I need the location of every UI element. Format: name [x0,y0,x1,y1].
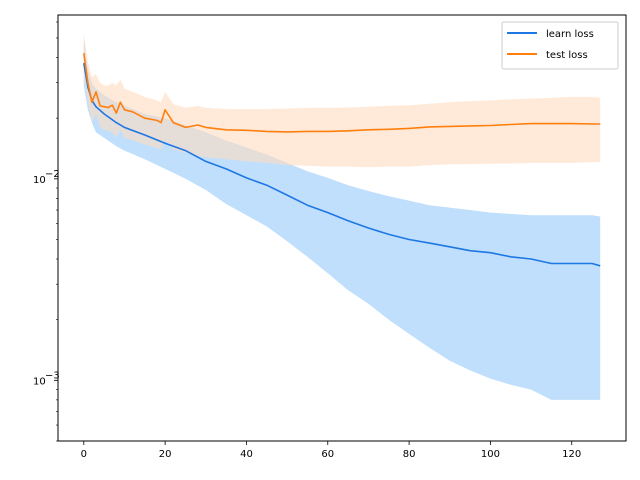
y-tick-label-exponent: −2 [45,169,60,180]
x-tick-label: 60 [321,449,334,460]
confidence-bands [83,32,601,400]
legend-label-test: test loss [546,50,588,61]
x-axis: 0 20 40 60 80 100 120 [81,441,581,460]
x-tick-label: 100 [481,449,500,460]
legend: learn loss test loss [501,21,619,70]
line-test [83,53,601,133]
x-tick-label: 40 [240,449,253,460]
band-test [83,32,601,168]
x-tick-label: 20 [159,449,172,460]
plot-frame [57,14,627,442]
x-tick-label: 80 [403,449,416,460]
y-tick-label: 10 [33,376,46,387]
y-axis: 10−210−3 [33,21,60,442]
series-lines [83,53,601,267]
y-tick-label-exponent: −3 [45,370,60,381]
x-tick-label: 120 [562,449,581,460]
legend-label-learn: learn loss [546,29,594,40]
x-tick-label: 0 [81,449,87,460]
y-tick-label: 10 [33,175,46,186]
line-learn [83,62,601,267]
